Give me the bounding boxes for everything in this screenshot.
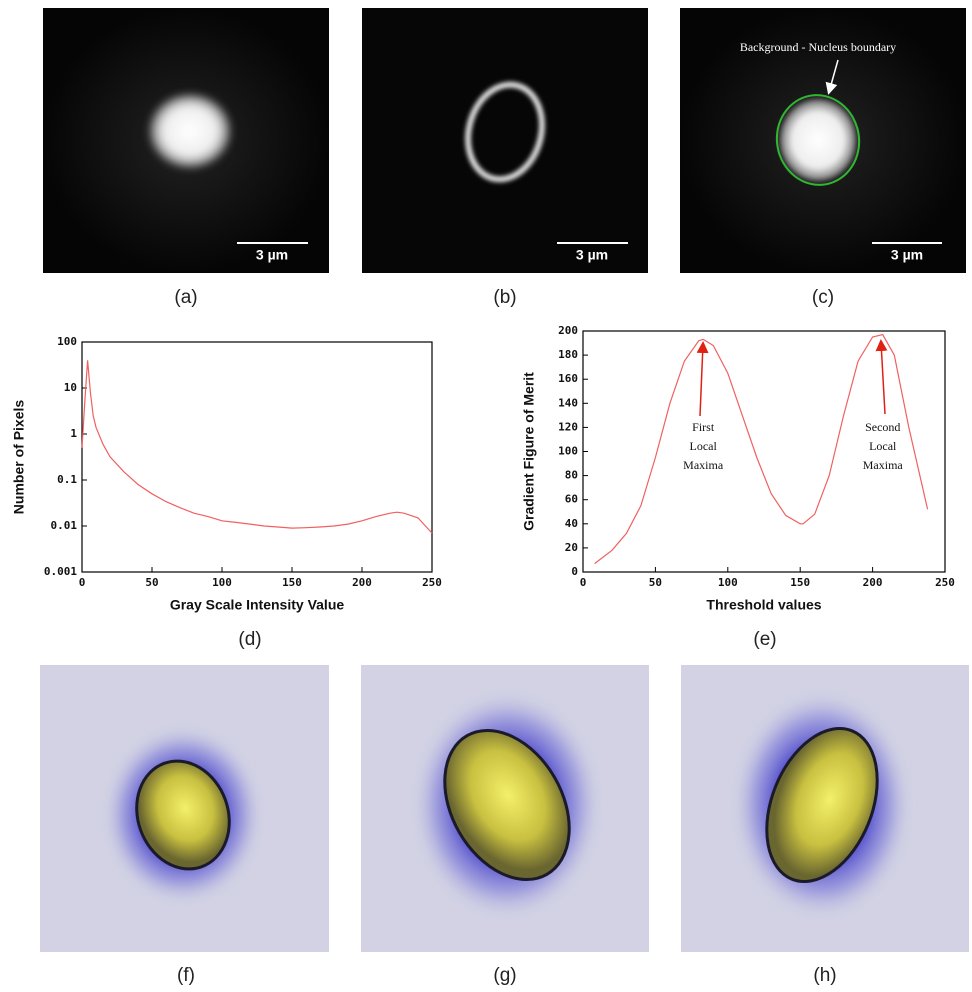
arrow bbox=[875, 339, 888, 415]
panel-label: (h) bbox=[813, 965, 836, 986]
annotation: First bbox=[692, 420, 715, 434]
annotation: Local bbox=[690, 439, 718, 453]
y-tick-label: 20 bbox=[565, 541, 578, 554]
plot-frame bbox=[81, 341, 433, 573]
x-tick-label: 250 bbox=[422, 576, 442, 589]
y-tick-label: 180 bbox=[558, 348, 578, 361]
y-tick-label: 100 bbox=[57, 335, 77, 348]
y-tick-label: 0.1 bbox=[57, 473, 77, 486]
x-tick-label: 150 bbox=[282, 576, 302, 589]
scale-label: 3 µm bbox=[576, 247, 608, 263]
panel-label: (f) bbox=[177, 965, 195, 986]
x-tick-label: 250 bbox=[935, 576, 955, 589]
panel-label: (g) bbox=[493, 965, 516, 986]
panel-label: (a) bbox=[174, 287, 197, 308]
x-tick-label: 200 bbox=[352, 576, 372, 589]
arrow bbox=[825, 59, 839, 95]
y-tick-label: 1 bbox=[70, 427, 77, 440]
nucleus bbox=[443, 728, 571, 882]
panel-f: (f) bbox=[40, 665, 329, 986]
x-tick-label: 50 bbox=[649, 576, 662, 589]
y-tick-label: 120 bbox=[558, 420, 578, 433]
y-tick-label: 80 bbox=[565, 469, 578, 482]
y-tick-label: 160 bbox=[558, 372, 578, 385]
nucleus bbox=[146, 91, 234, 171]
panel-label: (d) bbox=[238, 629, 261, 650]
y-axis-title: Gradient Figure of Merit bbox=[521, 372, 537, 531]
scale-label: 3 µm bbox=[256, 247, 288, 263]
arrow bbox=[696, 341, 709, 417]
y-tick-label: 40 bbox=[565, 517, 578, 530]
x-axis-title: Threshold values bbox=[706, 597, 821, 613]
x-tick-label: 200 bbox=[863, 576, 883, 589]
y-axis-title: Number of Pixels bbox=[11, 400, 27, 515]
panel-b: 3 µm (b) bbox=[362, 8, 648, 308]
x-tick-label: 100 bbox=[212, 576, 232, 589]
boundary bbox=[775, 94, 861, 186]
panel-c: Background - Nucleus boundary 3 µm (c) bbox=[680, 8, 966, 308]
x-axis-title: Gray Scale Intensity Value bbox=[170, 597, 345, 613]
nucleus bbox=[135, 759, 231, 871]
y-tick-label: 100 bbox=[558, 445, 578, 458]
y-tick-label: 10 bbox=[64, 381, 77, 394]
panel-h: (h) bbox=[681, 665, 969, 986]
y-tick-label: 0.01 bbox=[51, 519, 78, 532]
panel-label: (b) bbox=[493, 287, 516, 308]
data-line bbox=[594, 333, 929, 565]
panel-g: (g) bbox=[361, 665, 649, 986]
panel-a: 3 µm (a) bbox=[43, 8, 329, 308]
y-tick-label: 60 bbox=[565, 493, 578, 506]
x-tick-label: 0 bbox=[580, 576, 587, 589]
y-tick-label: 0 bbox=[571, 565, 578, 578]
data-line bbox=[81, 360, 433, 534]
annotation: Second bbox=[865, 420, 900, 434]
y-tick-label: 0.001 bbox=[44, 565, 77, 578]
panel-label: (c) bbox=[812, 287, 834, 308]
y-tick-label: 140 bbox=[558, 396, 578, 409]
nucleus bbox=[776, 95, 860, 185]
micrograph bbox=[362, 8, 648, 273]
x-tick-label: 50 bbox=[145, 576, 158, 589]
annotation: Maxima bbox=[683, 458, 724, 472]
annotation: Background - Nucleus boundary bbox=[740, 40, 896, 54]
annotation: Local bbox=[869, 439, 897, 453]
annotation: Maxima bbox=[863, 458, 904, 472]
x-tick-label: 0 bbox=[79, 576, 86, 589]
panel-label: (e) bbox=[753, 629, 776, 650]
ring bbox=[465, 81, 545, 183]
scale-label: 3 µm bbox=[891, 247, 923, 263]
y-tick-label: 200 bbox=[558, 324, 578, 337]
nucleus bbox=[765, 726, 879, 884]
x-tick-label: 150 bbox=[790, 576, 810, 589]
x-tick-label: 100 bbox=[718, 576, 738, 589]
